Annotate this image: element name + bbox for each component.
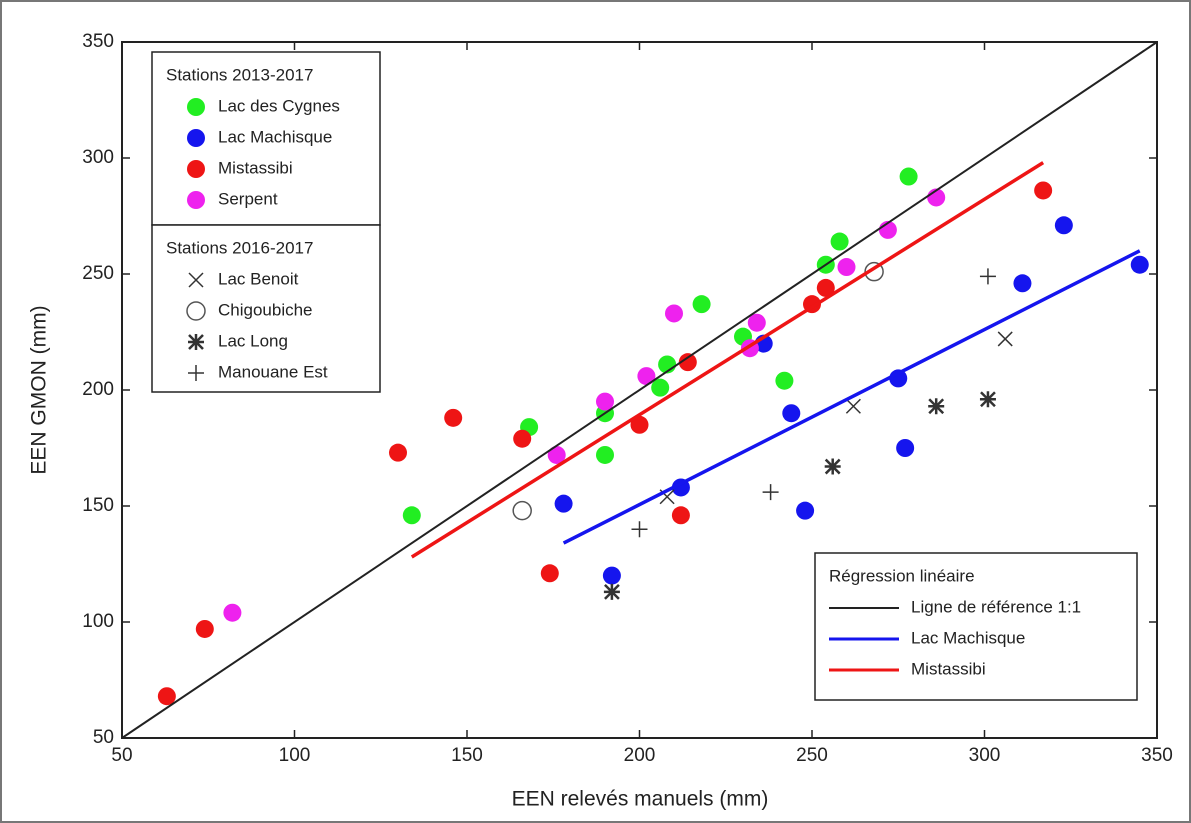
point: [1013, 274, 1032, 293]
point: [603, 583, 620, 600]
y-tick-label: 300: [82, 147, 114, 168]
point: [223, 603, 242, 622]
point: [402, 506, 421, 525]
point: [602, 566, 621, 585]
x-tick-label: 50: [111, 745, 132, 766]
x-tick-label: 350: [1141, 745, 1173, 766]
x-axis-label: EEN relevés manuels (mm): [512, 788, 769, 811]
legend-marker: [188, 272, 204, 288]
point: [747, 313, 766, 332]
point: [540, 564, 559, 583]
point: [1054, 216, 1073, 235]
legend-label: Lac Machisque: [911, 628, 1025, 647]
y-tick-label: 100: [82, 611, 114, 632]
point: [845, 398, 861, 414]
y-tick-label: 150: [82, 495, 114, 516]
point: [824, 458, 841, 475]
legend-label: Ligne de référence 1:1: [911, 597, 1081, 616]
point: [830, 232, 849, 251]
point: [444, 408, 463, 427]
point: [762, 484, 779, 501]
y-tick-label: 50: [93, 727, 114, 748]
x-tick-label: 150: [451, 745, 483, 766]
point: [692, 295, 711, 314]
line: [410, 161, 1045, 559]
legend-marker: [187, 160, 205, 178]
line: [562, 249, 1141, 545]
y-tick-label: 350: [82, 31, 114, 52]
point: [630, 415, 649, 434]
point: [389, 443, 407, 462]
legend-label: Lac Benoit: [218, 269, 299, 288]
point: [928, 398, 945, 415]
legend-marker: [187, 191, 205, 209]
legend-label: Lac des Cygnes: [218, 96, 340, 115]
point: [554, 494, 573, 513]
legend-label: Mistassibi: [911, 659, 986, 678]
legend-label: Lac Long: [218, 331, 288, 350]
legend-marker: [186, 301, 206, 321]
point: [195, 619, 214, 638]
legend-label: Chigoubiche: [218, 300, 313, 319]
point: [596, 445, 614, 464]
point: [637, 367, 656, 386]
plot-border: [121, 41, 1158, 739]
legend-box: [814, 552, 1138, 701]
legend-marker: [188, 334, 204, 350]
legend-label: Mistassibi: [218, 158, 293, 177]
point: [513, 429, 532, 448]
x-tick-label: 200: [624, 745, 656, 766]
legend-marker: [187, 129, 205, 147]
legend-marker: [187, 98, 205, 116]
point: [979, 268, 996, 285]
legend-label: Lac Machisque: [218, 127, 332, 146]
point: [997, 331, 1013, 347]
point: [596, 392, 614, 411]
point: [816, 278, 835, 297]
point: [671, 506, 690, 525]
point: [782, 404, 801, 423]
point: [796, 501, 815, 520]
x-tick-label: 300: [969, 745, 1001, 766]
point: [678, 353, 697, 372]
legend-label: Manouane Est: [218, 362, 328, 381]
point: [512, 500, 532, 521]
y-axis-label: EEN GMON (mm): [28, 305, 51, 474]
legend-title: Stations 2016-2017: [166, 238, 313, 257]
point: [547, 445, 566, 464]
point: [899, 167, 918, 186]
legend-title: Régression linéaire: [829, 566, 975, 585]
x-tick-label: 100: [279, 745, 311, 766]
point: [896, 439, 915, 457]
y-tick-label: 200: [82, 379, 114, 400]
line: [121, 41, 1158, 739]
point: [665, 304, 683, 323]
point: [651, 378, 670, 397]
legend-title: Stations 2013-2017: [166, 65, 313, 84]
y-tick-label: 250: [82, 263, 114, 284]
legend-marker: [188, 365, 204, 381]
point: [775, 371, 794, 390]
point: [631, 521, 648, 538]
legend-label: Serpent: [218, 189, 278, 208]
plot-area: [121, 41, 1158, 739]
point: [1034, 181, 1053, 200]
x-tick-label: 250: [796, 745, 828, 766]
point: [979, 391, 996, 408]
point: [837, 258, 856, 277]
point: [157, 687, 176, 706]
point: [1130, 255, 1149, 274]
